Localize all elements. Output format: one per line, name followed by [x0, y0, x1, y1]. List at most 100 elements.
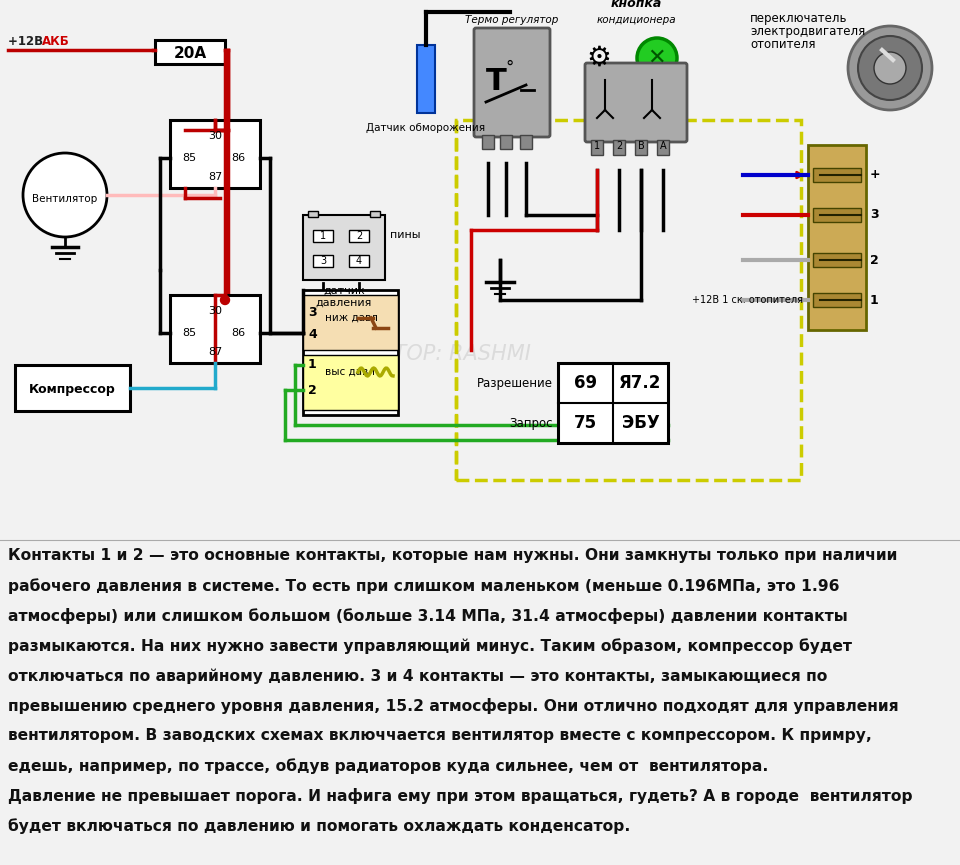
Bar: [313, 230, 333, 242]
Text: 85: 85: [182, 328, 196, 338]
Circle shape: [637, 38, 677, 78]
Text: 3: 3: [308, 305, 317, 318]
Text: 85: 85: [182, 153, 196, 163]
Bar: [657, 140, 669, 155]
Bar: [170, 295, 260, 363]
Bar: [15, 365, 130, 411]
Text: датчик: датчик: [324, 286, 365, 296]
Text: Термо регулятор: Термо регулятор: [466, 15, 559, 25]
Bar: [520, 135, 532, 149]
Bar: [155, 40, 225, 64]
Text: АВТОР: RASHMI: АВТОР: RASHMI: [365, 344, 531, 364]
Bar: [813, 253, 861, 267]
Text: АКБ: АКБ: [42, 35, 70, 48]
Text: Контакты 1 и 2 — это основные контакты, которые нам нужны. Они замкнуты только п: Контакты 1 и 2 — это основные контакты, …: [8, 548, 898, 563]
Text: кондиционера: кондиционера: [596, 15, 676, 25]
Text: ✕: ✕: [648, 48, 666, 68]
Text: выс давл: выс давл: [325, 367, 374, 377]
Text: 20А: 20А: [174, 46, 206, 61]
Text: 1: 1: [320, 231, 326, 241]
Text: 86: 86: [231, 153, 245, 163]
Bar: [349, 255, 369, 267]
Bar: [308, 211, 318, 217]
Bar: [558, 363, 668, 443]
Text: переключатель: переключатель: [750, 12, 848, 25]
Text: 69: 69: [574, 374, 597, 392]
Text: 2: 2: [616, 141, 622, 151]
Text: кнопка: кнопка: [611, 0, 661, 10]
Text: 3: 3: [870, 208, 878, 221]
Text: 1: 1: [308, 358, 317, 371]
Bar: [813, 168, 861, 182]
FancyBboxPatch shape: [474, 28, 550, 137]
Bar: [303, 290, 398, 415]
Text: размыкаются. На них нужно завести управляющий минус. Таким образом, компрессор б: размыкаются. На них нужно завести управл…: [8, 638, 852, 654]
Text: Я7.2: Я7.2: [619, 374, 661, 392]
Text: электродвигателя: электродвигателя: [750, 25, 865, 38]
Text: Компрессор: Компрессор: [29, 382, 116, 395]
Text: ЭБУ: ЭБУ: [622, 414, 660, 432]
Text: Датчик обморожения: Датчик обморожения: [367, 123, 486, 133]
Text: атмосферы) или слишком большом (больше 3.14 МПа, 31.4 атмосферы) давлении контак: атмосферы) или слишком большом (больше 3…: [8, 608, 848, 624]
Text: 4: 4: [308, 329, 317, 342]
Text: давления: давления: [316, 298, 372, 308]
Text: рабочего давления в системе. То есть при слишком маленьком (меньше 0.196МПа, это: рабочего давления в системе. То есть при…: [8, 578, 839, 593]
Bar: [813, 293, 861, 307]
Text: пины: пины: [390, 230, 420, 240]
Text: едешь, например, по трассе, обдув радиаторов куда сильнее, чем от  вентилятора.: едешь, например, по трассе, обдув радиат…: [8, 758, 768, 773]
Text: 87: 87: [208, 347, 222, 357]
Bar: [591, 140, 603, 155]
Circle shape: [858, 36, 922, 100]
Bar: [370, 211, 380, 217]
Text: отключаться по аварийному давлению. 3 и 4 контакты — это контакты, замыкающиеся : отключаться по аварийному давлению. 3 и …: [8, 668, 828, 683]
Circle shape: [848, 26, 932, 110]
Text: B: B: [637, 141, 644, 151]
Bar: [349, 230, 369, 242]
Text: 86: 86: [231, 328, 245, 338]
Circle shape: [221, 296, 229, 304]
Text: Вентилятор: Вентилятор: [33, 194, 98, 204]
Text: Запрос: Запрос: [510, 417, 553, 430]
Text: отопителя: отопителя: [750, 38, 815, 51]
Text: 1: 1: [594, 141, 600, 151]
Bar: [303, 355, 398, 410]
Text: T: T: [486, 67, 506, 97]
Text: 3: 3: [320, 256, 326, 266]
Bar: [0, 0, 960, 538]
Text: ⚙: ⚙: [587, 44, 612, 72]
Bar: [482, 135, 494, 149]
Bar: [170, 120, 260, 188]
Text: +: +: [870, 169, 880, 182]
Bar: [303, 215, 385, 280]
Text: Давление не превышает порога. И нафига ему при этом вращаться, гудеть? А в город: Давление не превышает порога. И нафига е…: [8, 788, 913, 804]
Text: Разрешение: Разрешение: [477, 376, 553, 389]
Text: A: A: [660, 141, 666, 151]
Bar: [313, 255, 333, 267]
Text: 2: 2: [308, 383, 317, 396]
Bar: [417, 45, 435, 113]
Text: вентилятором. В заводских схемах включчается вентилятор вместе с компрессором. К: вентилятором. В заводских схемах включча…: [8, 728, 872, 743]
Text: +12В: +12В: [8, 35, 47, 48]
Text: 2: 2: [356, 231, 362, 241]
Text: 87: 87: [208, 172, 222, 182]
Bar: [808, 145, 866, 330]
Bar: [303, 295, 398, 350]
Text: будет включаться по давлению и помогать охлаждать конденсатор.: будет включаться по давлению и помогать …: [8, 818, 631, 834]
Bar: [456, 120, 801, 480]
Text: +12В 1 ск. отопителя: +12В 1 ск. отопителя: [692, 295, 803, 305]
Text: 75: 75: [574, 414, 597, 432]
Circle shape: [23, 153, 107, 237]
Text: ниж давл: ниж давл: [325, 313, 378, 323]
Bar: [635, 140, 647, 155]
Bar: [613, 140, 625, 155]
Bar: [500, 135, 512, 149]
Text: превышению среднего уровня давления, 15.2 атмосферы. Они отлично подходят для уп: превышению среднего уровня давления, 15.…: [8, 698, 899, 714]
Text: 1: 1: [870, 293, 878, 306]
Text: °: °: [506, 59, 515, 77]
FancyBboxPatch shape: [585, 63, 687, 142]
Text: 30: 30: [208, 131, 222, 141]
Text: 4: 4: [356, 256, 362, 266]
Bar: [813, 208, 861, 222]
Text: 30: 30: [208, 306, 222, 316]
Text: 2: 2: [870, 253, 878, 266]
